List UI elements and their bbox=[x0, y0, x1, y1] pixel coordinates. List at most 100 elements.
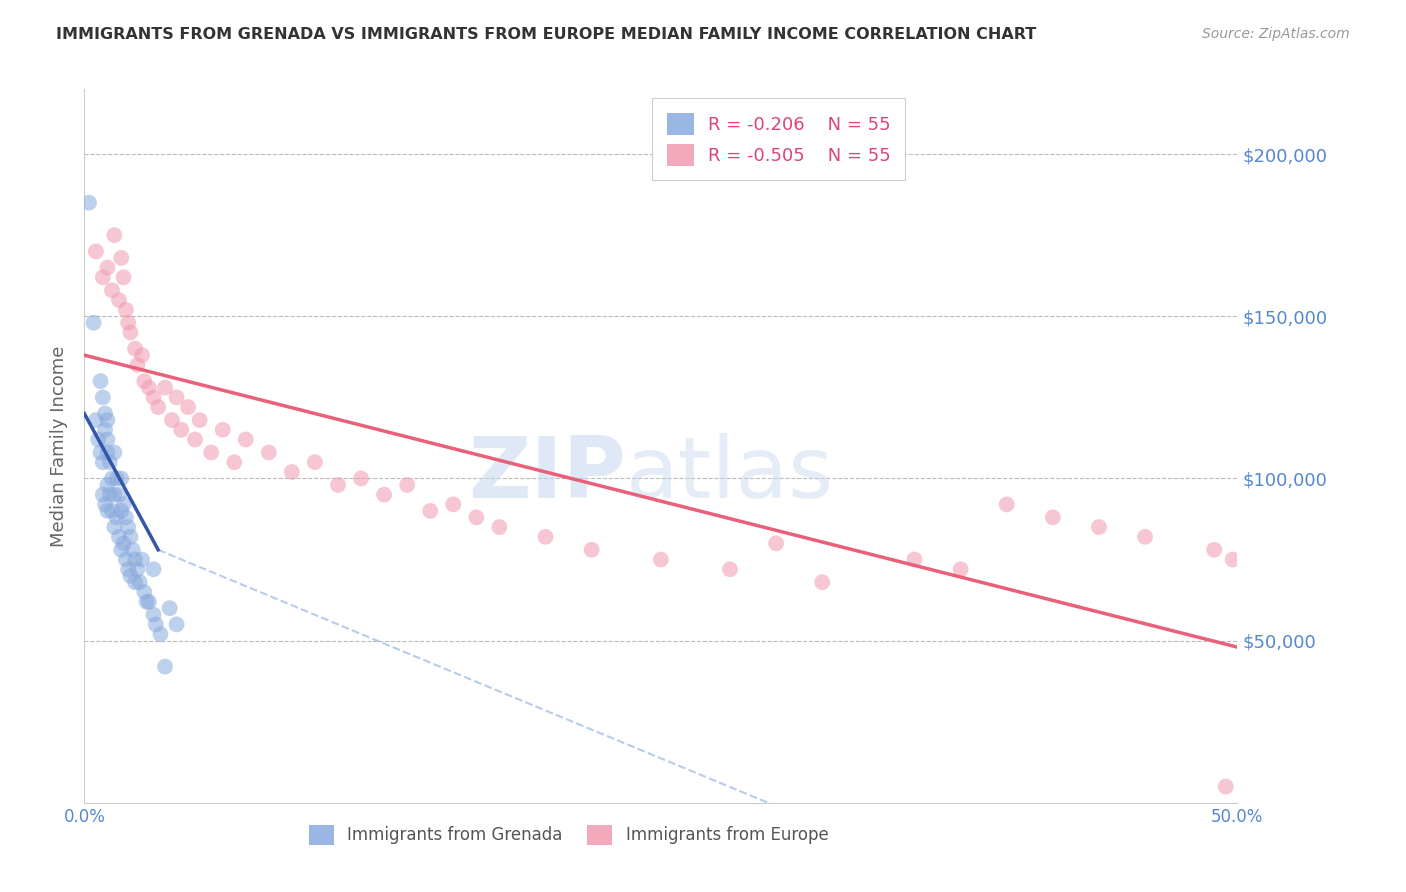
Point bbox=[110, 251, 132, 265]
Point bbox=[235, 433, 257, 447]
Point bbox=[135, 595, 157, 609]
Point bbox=[811, 575, 834, 590]
Point bbox=[124, 342, 146, 356]
Point bbox=[211, 423, 233, 437]
Point bbox=[98, 455, 121, 469]
Point bbox=[153, 659, 176, 673]
Point bbox=[177, 400, 200, 414]
Point bbox=[96, 504, 118, 518]
Point bbox=[146, 400, 169, 414]
Point bbox=[127, 358, 149, 372]
Point bbox=[170, 423, 193, 437]
Point bbox=[87, 433, 110, 447]
Point bbox=[101, 283, 124, 297]
Point bbox=[96, 433, 118, 447]
Point bbox=[134, 585, 156, 599]
Point bbox=[138, 381, 160, 395]
Point bbox=[134, 374, 156, 388]
Point bbox=[105, 471, 128, 485]
Point bbox=[488, 520, 510, 534]
Point bbox=[84, 413, 107, 427]
Point bbox=[115, 510, 138, 524]
Point bbox=[110, 542, 132, 557]
Point bbox=[166, 617, 188, 632]
Point bbox=[110, 471, 132, 485]
Point bbox=[103, 520, 125, 534]
Point bbox=[94, 407, 117, 421]
Point bbox=[103, 445, 125, 459]
Point bbox=[441, 497, 464, 511]
Point bbox=[188, 413, 211, 427]
Point bbox=[718, 562, 741, 576]
Point bbox=[115, 302, 138, 317]
Point bbox=[96, 478, 118, 492]
Point bbox=[98, 488, 121, 502]
Point bbox=[304, 455, 326, 469]
Point bbox=[396, 478, 419, 492]
Point bbox=[117, 562, 139, 576]
Point bbox=[1042, 510, 1064, 524]
Point bbox=[145, 617, 167, 632]
Point bbox=[112, 536, 135, 550]
Point bbox=[419, 504, 441, 518]
Point bbox=[91, 488, 114, 502]
Point bbox=[120, 568, 142, 582]
Point bbox=[373, 488, 395, 502]
Point bbox=[465, 510, 488, 524]
Point bbox=[160, 413, 183, 427]
Point bbox=[96, 260, 118, 275]
Point bbox=[128, 575, 150, 590]
Point bbox=[534, 530, 557, 544]
Point bbox=[124, 575, 146, 590]
Point bbox=[224, 455, 246, 469]
Text: ZIP: ZIP bbox=[468, 433, 626, 516]
Point bbox=[153, 381, 176, 395]
Point bbox=[108, 530, 131, 544]
Point bbox=[91, 270, 114, 285]
Point bbox=[124, 552, 146, 566]
Point bbox=[91, 455, 114, 469]
Point bbox=[120, 530, 142, 544]
Point bbox=[326, 478, 349, 492]
Point bbox=[765, 536, 787, 550]
Point bbox=[103, 488, 125, 502]
Text: atlas: atlas bbox=[626, 433, 834, 516]
Point bbox=[120, 326, 142, 340]
Point bbox=[200, 445, 222, 459]
Point bbox=[117, 316, 139, 330]
Point bbox=[108, 293, 131, 307]
Point bbox=[101, 504, 124, 518]
Point bbox=[1133, 530, 1156, 544]
Point bbox=[281, 465, 304, 479]
Point bbox=[1215, 780, 1237, 794]
Point bbox=[89, 445, 111, 459]
Point bbox=[117, 520, 139, 534]
Point bbox=[142, 390, 165, 404]
Point bbox=[142, 562, 165, 576]
Point bbox=[131, 552, 153, 566]
Point bbox=[94, 423, 117, 437]
Point bbox=[91, 390, 114, 404]
Text: IMMIGRANTS FROM GRENADA VS IMMIGRANTS FROM EUROPE MEDIAN FAMILY INCOME CORRELATI: IMMIGRANTS FROM GRENADA VS IMMIGRANTS FR… bbox=[56, 27, 1036, 42]
Point bbox=[149, 627, 172, 641]
Point bbox=[77, 195, 100, 210]
Point bbox=[112, 270, 135, 285]
Point bbox=[112, 497, 135, 511]
Point bbox=[1088, 520, 1111, 534]
Point bbox=[110, 504, 132, 518]
Point bbox=[96, 413, 118, 427]
Point bbox=[159, 601, 181, 615]
Point bbox=[89, 374, 111, 388]
Point bbox=[83, 316, 105, 330]
Point bbox=[257, 445, 280, 459]
Y-axis label: Median Family Income: Median Family Income bbox=[51, 345, 69, 547]
Point bbox=[142, 607, 165, 622]
Point bbox=[949, 562, 972, 576]
Point bbox=[138, 595, 160, 609]
Point bbox=[101, 471, 124, 485]
Point bbox=[115, 552, 138, 566]
Point bbox=[1204, 542, 1226, 557]
Point bbox=[127, 562, 149, 576]
Point bbox=[1222, 552, 1244, 566]
Point bbox=[105, 510, 128, 524]
